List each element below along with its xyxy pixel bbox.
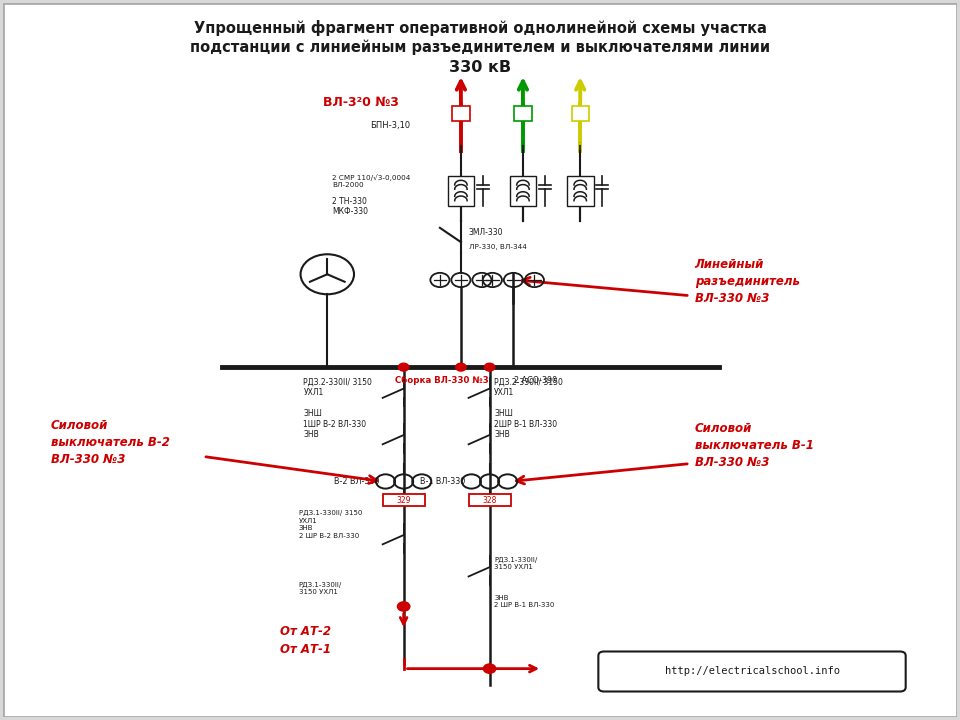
Text: ЛР-330, ВЛ-344: ЛР-330, ВЛ-344 — [468, 244, 526, 250]
Text: Силовой
выключатель В-1
ВЛ-330 №3: Силовой выключатель В-1 ВЛ-330 №3 — [695, 422, 814, 469]
Circle shape — [456, 363, 467, 371]
Text: http://electricalschool.info: http://electricalschool.info — [664, 667, 839, 677]
Circle shape — [483, 664, 495, 673]
Text: Сборка ВЛ-330 №3: Сборка ВЛ-330 №3 — [395, 375, 489, 384]
Text: 2 АСО-390: 2 АСО-390 — [514, 376, 557, 384]
Text: ЗНШ
2ШР В-1 ВЛ-330
ЗНВ: ЗНШ 2ШР В-1 ВЛ-330 ЗНВ — [494, 410, 558, 439]
Circle shape — [484, 363, 494, 371]
Text: 330 кВ: 330 кВ — [449, 60, 511, 75]
Text: От АТ-1: От АТ-1 — [279, 643, 330, 656]
Text: 328: 328 — [482, 495, 496, 505]
Text: Упрощенный фрагмент оперативной однолинейной схемы участка: Упрощенный фрагмент оперативной однолине… — [194, 19, 766, 36]
Bar — [515, 107, 532, 121]
Bar — [566, 176, 593, 207]
Circle shape — [398, 363, 409, 371]
Text: 329: 329 — [396, 495, 411, 505]
Bar — [571, 107, 588, 121]
Text: От АТ-2: От АТ-2 — [279, 625, 330, 638]
Text: БПН-3,10: БПН-3,10 — [371, 121, 410, 130]
Text: ЗМЛ-330: ЗМЛ-330 — [468, 228, 503, 238]
Text: 2 СМР 110/√3-0,0004
ВЛ-2000: 2 СМР 110/√3-0,0004 ВЛ-2000 — [332, 174, 411, 189]
Bar — [510, 176, 537, 207]
Text: РДЗ.2-330ΙΙ/ 3150
УХЛ1: РДЗ.2-330ΙΙ/ 3150 УХЛ1 — [494, 377, 564, 397]
Text: ЗНВ
2 ШР В-1 ВЛ-330: ЗНВ 2 ШР В-1 ВЛ-330 — [494, 595, 555, 608]
Circle shape — [397, 602, 410, 611]
Text: В-2 ВЛ-330: В-2 ВЛ-330 — [334, 477, 380, 486]
Text: РДЗ.2-330ΙΙ/ 3150
УХЛ1: РДЗ.2-330ΙΙ/ 3150 УХЛ1 — [303, 377, 372, 397]
Bar — [383, 494, 424, 506]
Text: 2 ТН-330
МКФ-330: 2 ТН-330 МКФ-330 — [332, 197, 368, 216]
Bar — [452, 107, 469, 121]
Bar — [447, 176, 474, 207]
Text: РДЗ.1-330ΙΙ/ 3150
УХЛ1
ЗНВ
2 ШР В-2 ВЛ-330: РДЗ.1-330ΙΙ/ 3150 УХЛ1 ЗНВ 2 ШР В-2 ВЛ-3… — [299, 510, 362, 539]
Text: В-1 ВЛ-330: В-1 ВЛ-330 — [420, 477, 466, 486]
Text: РДЗ.1-330ΙΙ/
3150 УХЛ1: РДЗ.1-330ΙΙ/ 3150 УХЛ1 — [494, 557, 538, 570]
FancyBboxPatch shape — [598, 652, 905, 691]
Text: Линейный
разъединитель
ВЛ-330 №3: Линейный разъединитель ВЛ-330 №3 — [695, 258, 800, 305]
Text: ЗНШ
1ШР В-2 ВЛ-330
ЗНВ: ЗНШ 1ШР В-2 ВЛ-330 ЗНВ — [303, 410, 367, 439]
Text: Силовой
выключатель В-2
ВЛ-330 №3: Силовой выключатель В-2 ВЛ-330 №3 — [51, 418, 169, 466]
Text: РДЗ.1-330ΙΙ/
3150 УХЛ1: РДЗ.1-330ΙΙ/ 3150 УХЛ1 — [299, 582, 342, 595]
Text: ВЛ-3²0 №3: ВЛ-3²0 №3 — [323, 96, 398, 109]
Text: подстанции с линиейным разъединителем и выключателями линии: подстанции с линиейным разъединителем и … — [190, 40, 770, 55]
Bar — [468, 494, 511, 506]
